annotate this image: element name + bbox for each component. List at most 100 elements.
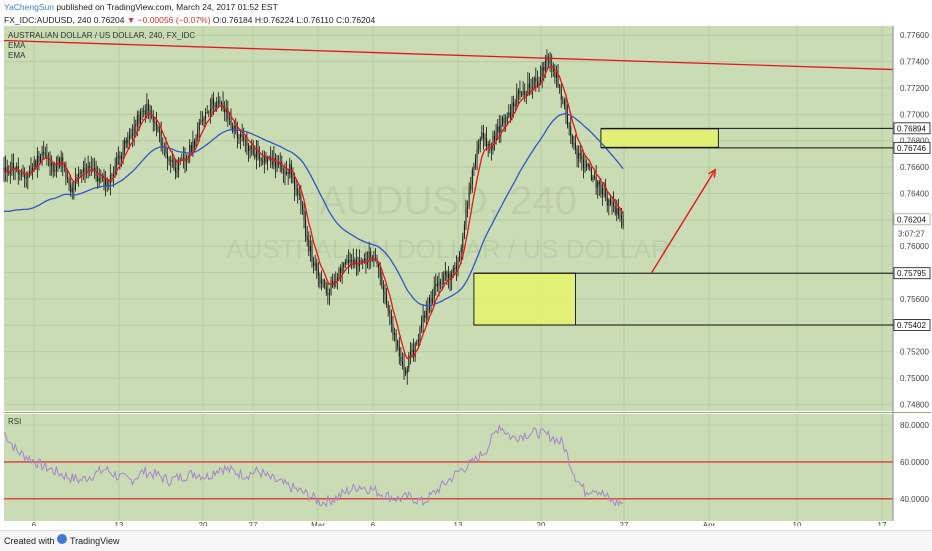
candle-body [582, 159, 584, 169]
candle-body [352, 260, 354, 265]
candle-body [92, 168, 94, 170]
candle-body [292, 176, 294, 178]
price-badge [893, 267, 931, 280]
candle-body [243, 136, 245, 141]
candle-body [475, 158, 476, 166]
candle-body [425, 310, 427, 318]
candle-body [316, 263, 318, 270]
x-tick-label: Mar [311, 521, 325, 526]
candle-body [65, 167, 67, 179]
candle-body [533, 78, 535, 88]
candle-body [251, 146, 253, 149]
candle-body [508, 112, 510, 117]
candle-body [146, 103, 148, 115]
candle-body [3, 167, 5, 172]
candle-body [394, 333, 396, 336]
candle-body [422, 315, 424, 323]
candle-body [559, 85, 561, 87]
candle-body [154, 121, 156, 123]
candle-body [443, 274, 445, 284]
candle-body [297, 188, 299, 195]
y-tick-label: 0.74800 [900, 400, 929, 409]
candle-body [120, 156, 122, 160]
candle-body [197, 130, 199, 138]
candle-body [324, 280, 326, 288]
candle-body [240, 134, 242, 138]
candle-body [406, 368, 408, 374]
candle-body [157, 126, 159, 132]
candle-body [384, 291, 386, 295]
y-tick-label: 0.77200 [900, 84, 929, 93]
candle-body [241, 134, 243, 137]
candle-body [481, 132, 483, 139]
candle-body [387, 304, 389, 311]
candle-body [401, 361, 403, 365]
candle-body [203, 118, 205, 121]
candle-body [463, 225, 465, 237]
candle-body [495, 132, 497, 141]
candle-body [598, 181, 600, 185]
x-tick-label: 17 [878, 521, 887, 526]
candle-body [184, 157, 186, 162]
candle-body [586, 163, 588, 168]
candle-body [205, 112, 207, 119]
author-link[interactable]: YaChengSun [4, 2, 54, 12]
candle-body [94, 167, 95, 170]
arrow-head-icon [708, 168, 717, 178]
candle-body [536, 81, 538, 86]
candle-body [621, 215, 623, 219]
candle-body [590, 168, 592, 180]
candle-body [424, 315, 426, 318]
candle-body [6, 167, 8, 173]
candle-body [602, 188, 603, 195]
candle-body [211, 98, 213, 110]
projection-arrow[interactable] [651, 168, 717, 273]
candle-body [87, 165, 89, 172]
candle-body [357, 264, 359, 267]
candle-body [209, 109, 211, 113]
candle-body [398, 346, 400, 357]
trendline[interactable] [3, 39, 894, 71]
price-labels: 0.76894 0.76746 3:07:27 0.76204 0.75795 0.754… [473, 122, 931, 331]
time-axis[interactable]: 6 13 20 27 Mar 6 13 20 27 Apr 10 17 [32, 521, 887, 526]
candle-body [86, 171, 88, 172]
candle-body [609, 199, 611, 204]
candle-body [170, 160, 172, 162]
candle-body [517, 90, 519, 95]
candle-body [578, 153, 580, 159]
candle-body [433, 286, 435, 299]
candle-body [82, 167, 84, 173]
candle-body [530, 87, 532, 89]
candle-body [471, 169, 473, 185]
candle-body [313, 260, 315, 266]
candles [3, 49, 624, 385]
candle-body [247, 145, 249, 152]
candle-body [573, 143, 575, 145]
candle-body [206, 112, 208, 113]
candle-body [19, 173, 21, 175]
candle-body [244, 140, 246, 141]
candle-body [555, 73, 557, 78]
candle-body [617, 208, 619, 216]
candle-body [400, 356, 402, 362]
y-tick-label: 0.76000 [900, 242, 929, 251]
rsi-axis[interactable]: 80.0000 60.0000 40.0000 [900, 421, 929, 504]
candle-body [367, 261, 369, 265]
candle-body [451, 272, 453, 280]
candle-body [200, 120, 202, 123]
candle-body [298, 194, 300, 196]
candle-body [176, 170, 178, 173]
chart[interactable]: AUDUSD, 240 AUSTRALIAN DOLLAR / US DOLLA… [0, 26, 932, 526]
candle-body [565, 106, 567, 115]
candle-body [225, 109, 227, 113]
rsi-tick-label: 80.0000 [900, 421, 929, 430]
candle-body [54, 170, 56, 172]
candle-body [567, 114, 569, 126]
candle-body [386, 294, 388, 305]
tradingview-brand[interactable]: TradingView [70, 536, 120, 546]
y-tick-label: 0.76400 [900, 189, 929, 198]
candle-body [74, 178, 76, 190]
candle-body [300, 195, 302, 206]
candle-body [348, 260, 349, 263]
rsi-tick-label: 60.0000 [900, 458, 929, 467]
